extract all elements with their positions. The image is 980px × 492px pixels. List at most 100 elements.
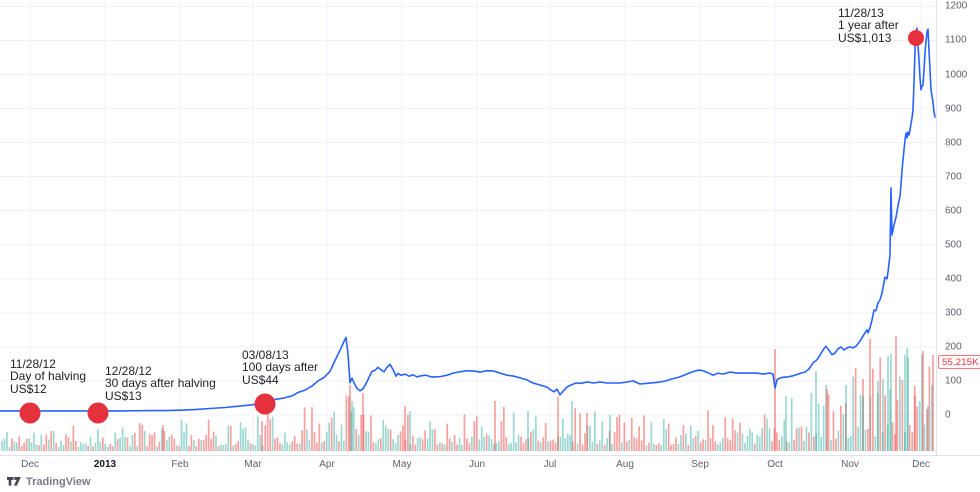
volume-bar [232,445,235,451]
volume-bar [677,443,680,451]
volume-bar [397,434,399,451]
volume-bar [790,397,793,451]
volume-bar [623,422,626,451]
volume-bar [126,437,129,451]
volume-bar [404,406,406,451]
volume-bar [815,371,817,451]
volume-bar [416,437,419,451]
volume-bar [57,446,60,451]
volume-bar [384,425,387,451]
y-axis-label: 500 [945,239,962,251]
volume-bar [724,417,727,451]
volume-bar [448,438,451,451]
volume-bar [559,436,562,451]
volume-bar [601,421,604,451]
volume-bar [862,396,864,451]
volume-bar [842,414,845,451]
y-axis-label: 800 [945,137,962,149]
annotation-date: 03/08/13 [242,348,289,362]
volume-bar [896,399,899,451]
y-axis-label: 1100 [945,34,967,46]
volume-bar [788,442,791,451]
volume-bar [608,431,611,451]
chart-footer: TradingView [0,471,980,492]
volume-bar [914,396,916,451]
volume-bar [394,443,397,451]
tradingview-wordmark: TradingView [26,475,91,488]
volume-bar [596,444,599,451]
volume-bar [70,441,72,451]
volume-bar [692,438,695,451]
volume-bar [672,444,675,451]
volume-bar [20,446,23,451]
tradingview-logo[interactable]: TradingView [7,476,91,488]
volume-bar [648,442,650,451]
volume-bar [116,439,119,451]
x-axis-label: May [392,459,412,470]
volume-bar [62,444,65,451]
volume-bar [439,442,441,451]
volume-bar [685,433,687,451]
volume-bar [252,444,254,451]
volume-bar [106,446,109,451]
volume-bar [281,444,284,451]
volume-bar [483,436,486,451]
x-axis-label: Dec [21,459,39,470]
volume-bar [832,411,835,451]
volume-bar [778,440,781,451]
volume-bar [761,428,763,451]
volume-bar [411,435,414,451]
volume-bar [461,444,463,451]
volume-bar [311,407,313,451]
volume-bar [877,381,879,451]
volume-bar [242,429,244,451]
volume-bar [869,339,871,451]
volume-bar [894,434,896,451]
volume-bar [284,432,286,451]
annotation-price: US$12 [10,381,47,396]
volume-bar [709,438,712,451]
volume-bar [645,445,648,451]
volume-bar [274,438,276,451]
volume-bar [313,432,316,451]
volume-bar [574,408,577,451]
volume-bar [318,423,321,451]
volume-bar [143,431,146,451]
volume-bar [571,441,574,451]
time-axis[interactable]: Dec 2013 Feb Mar Apr May Jun Jul Aug Sep Oct Nov Dec [0,455,980,472]
x-axis-label: Mar [244,459,262,470]
price-axis[interactable]: 55.215K 0 100 200 300 400 500 600 700 800 900 1000… [936,0,980,455]
volume-bar [42,444,45,451]
volume-bar [323,441,326,451]
volume-bar [734,430,736,451]
volume-bar [234,443,237,451]
volume-bar [748,428,751,451]
volume-bar [517,435,520,451]
volume-bar [500,421,503,451]
volume-bar [195,446,198,451]
volume-bar [87,446,89,451]
volume-bar [279,443,281,451]
volume-bar [569,435,572,451]
volume-bar [859,394,862,451]
volume-bar [702,439,704,451]
volume-bar [768,428,771,451]
volume-bar [343,440,345,451]
x-axis-label: Oct [767,459,783,470]
volume-bar [162,425,164,451]
volume-bar [352,407,355,451]
volume-bar [726,438,729,451]
volume-bar [758,436,761,451]
x-axis-label: Feb [171,459,189,470]
volume-bar [55,442,57,451]
volume-bar [6,431,8,451]
y-axis-label: 200 [945,341,962,353]
volume-bar [707,410,709,451]
volume-bar [835,438,837,451]
volume-bar [210,439,212,451]
volume-bar [544,423,547,451]
volume-bar [18,436,21,451]
volume-bar [360,415,363,451]
volume-bar [498,441,500,451]
